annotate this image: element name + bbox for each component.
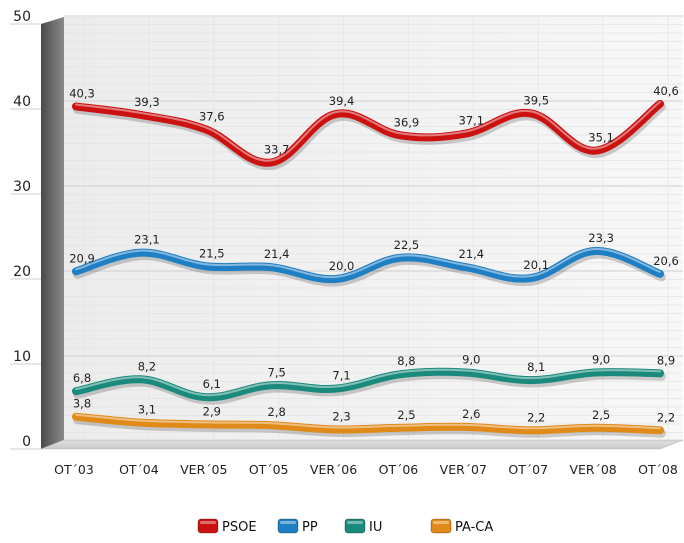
- legend-label: PSOE: [222, 520, 257, 535]
- data-label: 40,3: [69, 86, 95, 100]
- data-label: 2,6: [462, 407, 480, 421]
- data-label: 39,3: [134, 95, 160, 109]
- data-label: 21,5: [199, 246, 225, 260]
- data-label: 21,4: [264, 247, 290, 261]
- legend-item-psoe: PSOE: [197, 518, 257, 535]
- data-label: 8,9: [657, 353, 675, 367]
- x-tick-label: VER´06: [310, 462, 357, 477]
- legend-swatch-highlight: [433, 521, 449, 524]
- data-label: 20,9: [69, 251, 95, 265]
- series-line: [72, 99, 664, 167]
- data-label: 22,5: [394, 238, 420, 252]
- y-tick-label: 40: [13, 94, 31, 110]
- data-label: 40,6: [653, 84, 679, 98]
- data-label: 2,2: [657, 410, 675, 424]
- data-label: 2,8: [268, 405, 286, 419]
- data-label: 2,5: [397, 408, 415, 422]
- data-label: 20,6: [653, 254, 679, 268]
- x-tick-label: OT´08: [638, 462, 678, 477]
- legend-label: PP: [302, 520, 318, 535]
- x-tick-label: VER´07: [440, 462, 487, 477]
- data-label: 37,6: [199, 109, 225, 123]
- series-line-highlight: [75, 368, 661, 397]
- legend-swatch-highlight: [280, 521, 296, 524]
- x-tick-label: VER´05: [180, 462, 227, 477]
- legend-item-iu: IU: [344, 518, 382, 535]
- data-label: 21,4: [459, 247, 485, 261]
- series-line: [72, 367, 664, 402]
- data-label: 8,8: [397, 354, 415, 368]
- x-tick-label: OT´04: [119, 462, 159, 477]
- data-label: 6,1: [203, 377, 221, 391]
- x-tick-label: OT´06: [379, 462, 419, 477]
- data-label: 2,3: [332, 409, 350, 423]
- data-label: 2,9: [203, 404, 221, 418]
- data-label: 35,1: [588, 131, 614, 145]
- data-label: 9,0: [592, 353, 610, 367]
- series-pa-ca: [72, 412, 666, 438]
- legend-item-pa-ca: PA-CA: [430, 518, 493, 535]
- y-tick-label: 30: [13, 179, 31, 195]
- data-label: 6,8: [73, 371, 91, 385]
- data-label: 3,8: [73, 397, 91, 411]
- y-tick-label: 20: [13, 264, 31, 280]
- series-line: [72, 246, 664, 284]
- data-label: 9,0: [462, 353, 480, 367]
- x-tick-label: VER´08: [569, 462, 616, 477]
- data-label: 23,3: [588, 231, 614, 245]
- plot-side-wall: [41, 17, 64, 449]
- legend-label: IU: [369, 520, 382, 535]
- series-line-highlight: [75, 413, 661, 430]
- y-tick-label: 50: [13, 9, 31, 25]
- legend-swatch: [430, 518, 452, 534]
- data-label: 20,0: [329, 259, 355, 273]
- series-iu: [72, 367, 666, 405]
- data-label: 2,2: [527, 410, 545, 424]
- x-tick-label: OT´05: [249, 462, 289, 477]
- x-tick-label: OT´03: [54, 462, 94, 477]
- legend-swatch: [277, 518, 299, 534]
- legend-swatch-highlight: [200, 521, 216, 524]
- legend-swatch-highlight: [347, 521, 363, 524]
- data-label: 3,1: [138, 403, 156, 417]
- data-label: 39,5: [523, 93, 549, 107]
- data-label: 37,1: [459, 114, 485, 128]
- series-line-highlight: [75, 247, 661, 279]
- data-label: 2,5: [592, 408, 610, 422]
- data-label: 23,1: [134, 233, 160, 247]
- data-label: 7,1: [332, 369, 350, 383]
- legend-swatch: [344, 518, 366, 534]
- series-psoe: [72, 99, 666, 171]
- plot-floor: [40, 439, 684, 450]
- data-label: 8,1: [527, 360, 545, 374]
- legend-swatch: [197, 518, 219, 534]
- data-label: 39,4: [329, 94, 355, 108]
- data-label: 33,7: [264, 143, 290, 157]
- series-line: [72, 412, 664, 435]
- data-label: 8,2: [138, 359, 156, 373]
- series-pp: [72, 246, 666, 287]
- legend-item-pp: PP: [277, 518, 318, 535]
- data-label: 36,9: [394, 115, 420, 129]
- x-tick-label: OT´07: [508, 462, 548, 477]
- data-label: 7,5: [268, 365, 286, 379]
- y-tick-label: 0: [22, 434, 31, 450]
- y-tick-label: 10: [13, 349, 31, 365]
- legend-label: PA-CA: [455, 520, 493, 535]
- data-label: 20,1: [523, 258, 549, 272]
- series-line-highlight: [75, 100, 661, 162]
